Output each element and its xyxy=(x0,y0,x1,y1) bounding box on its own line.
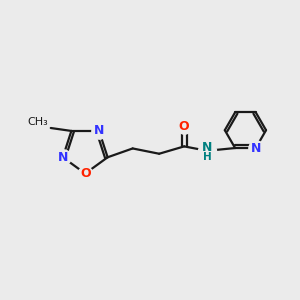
Text: N: N xyxy=(250,142,261,154)
Text: N: N xyxy=(94,124,104,137)
Text: N: N xyxy=(58,151,68,164)
Text: H: H xyxy=(203,152,212,162)
Text: N: N xyxy=(202,141,212,154)
Text: O: O xyxy=(179,120,190,133)
Text: CH₃: CH₃ xyxy=(28,117,48,127)
Text: O: O xyxy=(80,167,91,180)
